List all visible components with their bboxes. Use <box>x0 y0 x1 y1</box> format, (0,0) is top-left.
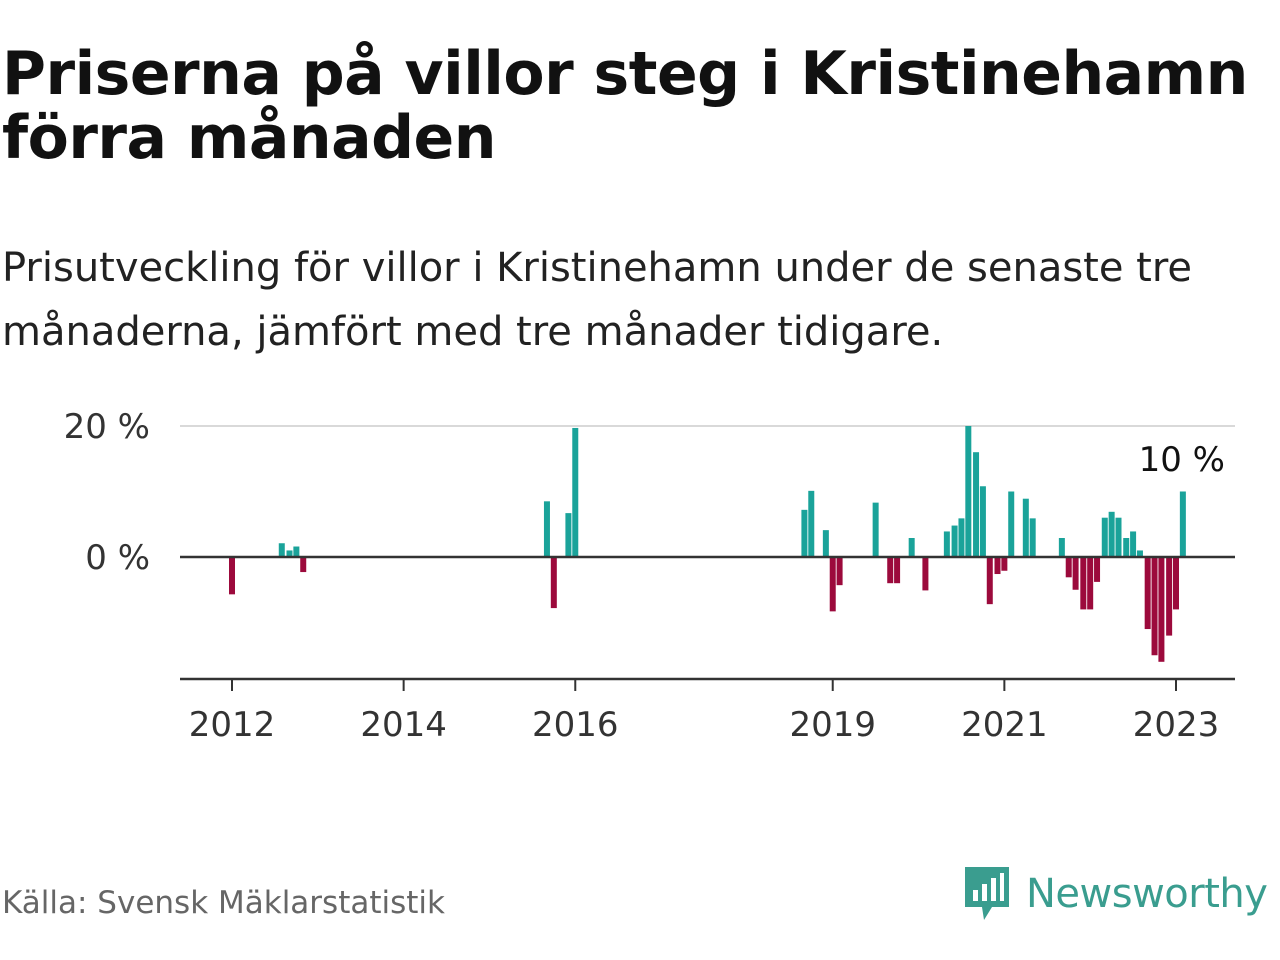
x-tick-label: 2012 <box>189 705 276 745</box>
bar <box>565 513 572 557</box>
bar <box>1123 538 1130 557</box>
bar <box>543 501 550 557</box>
bar <box>550 557 557 609</box>
bar <box>994 557 1001 575</box>
bar <box>1094 557 1101 582</box>
x-tick-label: 2016 <box>532 705 619 745</box>
bar <box>965 426 972 557</box>
bar <box>979 486 986 557</box>
bar <box>1072 557 1079 590</box>
y-tick-label: 20 % <box>64 407 150 447</box>
bar <box>1173 557 1179 610</box>
bar <box>1151 557 1158 656</box>
bar <box>973 452 980 557</box>
chart-title: Priserna på villor steg i Kristinehamn f… <box>2 39 1248 173</box>
bar <box>300 557 307 573</box>
bar <box>1087 557 1094 610</box>
bar <box>822 530 829 557</box>
brand-logo: Newsworthy <box>962 862 1268 926</box>
bar <box>1179 491 1186 557</box>
chart-speech-bubble-icon <box>965 867 1009 920</box>
bar <box>887 557 894 584</box>
bar <box>572 427 579 557</box>
bar <box>1115 517 1122 557</box>
bar <box>958 518 965 557</box>
bar <box>943 531 950 557</box>
chart-subtitle: Prisutveckling för villor i Kristinehamn… <box>2 245 1193 355</box>
bar <box>872 502 879 557</box>
y-tick-label: 0 % <box>85 538 150 578</box>
bar <box>1065 557 1072 578</box>
bar <box>1166 557 1173 636</box>
bar <box>922 557 929 591</box>
x-tick-label: 2023 <box>1133 705 1220 745</box>
bar <box>278 543 285 557</box>
bar <box>986 557 993 605</box>
data-label-latest: 10 % <box>1139 440 1225 480</box>
source-note: Källa: Svensk Mäklarstatistik <box>2 885 445 921</box>
bar <box>1001 557 1008 571</box>
bar <box>1108 511 1115 557</box>
bar <box>1008 491 1015 557</box>
bar <box>1158 557 1165 662</box>
bar <box>1144 557 1151 630</box>
bar <box>836 557 843 586</box>
bar <box>908 538 915 557</box>
bar <box>1136 550 1143 557</box>
bar <box>1130 531 1137 557</box>
x-tick-label: 2021 <box>961 705 1048 745</box>
bar <box>894 557 901 584</box>
bar <box>1022 498 1029 557</box>
bar <box>293 546 300 557</box>
bar <box>1080 557 1087 610</box>
bar <box>801 509 808 557</box>
bar <box>829 557 836 612</box>
bar <box>229 557 235 595</box>
bar <box>1101 517 1108 557</box>
bar <box>951 525 958 557</box>
bar <box>1029 518 1036 557</box>
bar <box>286 550 293 557</box>
bar <box>808 490 815 557</box>
x-tick-label: 2014 <box>360 705 447 745</box>
bar <box>1058 538 1065 557</box>
bar-chart: 0 % 20 % 2012 2014 2016 2019 2021 2023 10 % <box>64 407 1235 745</box>
brand-name: Newsworthy <box>1026 871 1268 917</box>
x-tick-label: 2019 <box>789 705 876 745</box>
